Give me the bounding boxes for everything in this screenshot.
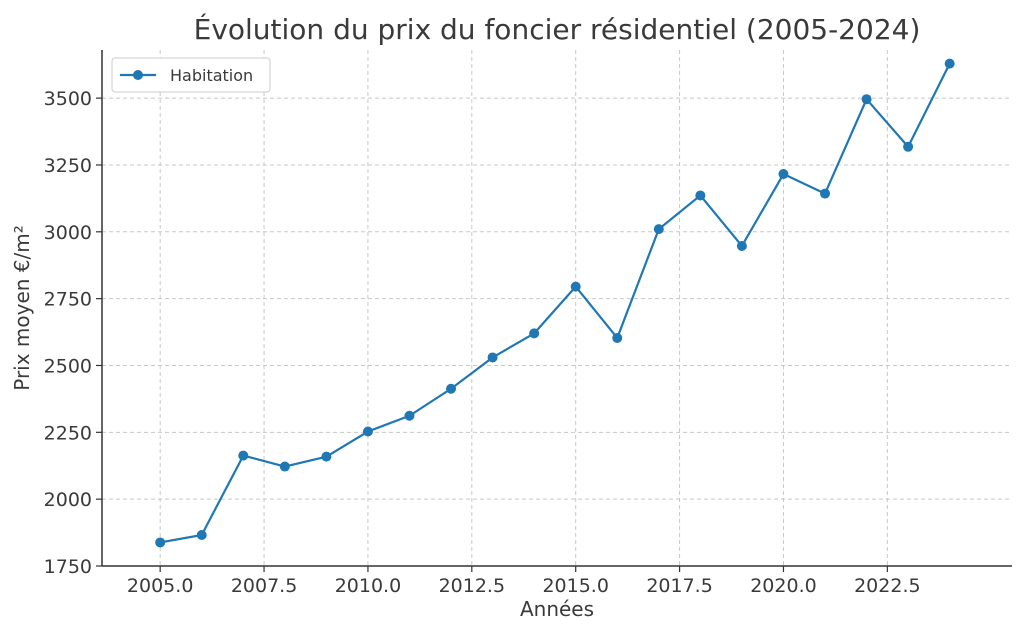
data-point xyxy=(820,188,831,199)
data-point xyxy=(446,383,457,394)
data-point xyxy=(695,190,706,201)
y-tick-label: 3500 xyxy=(44,88,92,110)
y-tick-label: 2250 xyxy=(44,422,92,444)
y-tick-label: 2750 xyxy=(44,289,92,311)
data-point xyxy=(903,141,914,152)
x-tick-label: 2010.0 xyxy=(335,575,401,597)
x-tick-label: 2022.5 xyxy=(854,575,920,597)
data-point xyxy=(362,426,373,437)
data-point xyxy=(736,240,747,251)
series-habitation xyxy=(155,58,955,548)
data-point xyxy=(529,328,540,339)
x-tick-label: 2007.5 xyxy=(231,575,297,597)
axes-frame xyxy=(101,50,1012,567)
series-line xyxy=(159,63,951,544)
y-tick-label: 1750 xyxy=(44,556,92,578)
x-tick-label: 2015.0 xyxy=(542,575,608,597)
x-axis-ticks: 2005.0 2007.5 2010.0 2012.5 2015.0 2017.5 2020… xyxy=(127,566,921,597)
data-point xyxy=(653,224,664,235)
y-tick-label: 2000 xyxy=(44,489,92,511)
y-axis-ticks: 1750 2000 2250 2500 2750 3000 3250 3500 xyxy=(44,88,102,578)
legend-box xyxy=(111,57,271,93)
data-point xyxy=(861,94,872,105)
x-tick-label: 2017.5 xyxy=(646,575,712,597)
y-tick-label: 2500 xyxy=(44,355,92,377)
x-tick-label: 2012.5 xyxy=(439,575,505,597)
x-tick-label: 2020.0 xyxy=(750,575,816,597)
y-axis-label: Prix moyen €/m² xyxy=(10,225,34,391)
x-axis-label: Années xyxy=(520,597,594,621)
legend-marker-habitation xyxy=(133,70,143,80)
y-tick-label: 3000 xyxy=(44,222,92,244)
data-point xyxy=(944,58,955,69)
data-point xyxy=(612,332,623,343)
data-point xyxy=(570,281,581,292)
data-point xyxy=(778,169,789,180)
data-point xyxy=(196,529,207,540)
chart-title: Évolution du prix du foncier résidentiel… xyxy=(194,12,921,46)
data-point xyxy=(238,450,249,461)
y-tick-label: 3250 xyxy=(44,155,92,177)
data-point xyxy=(487,352,498,363)
x-tick-label: 2005.0 xyxy=(127,575,193,597)
legend: Habitation xyxy=(111,57,271,93)
data-point xyxy=(155,537,166,548)
data-point xyxy=(279,461,290,472)
data-point xyxy=(404,410,415,421)
data-point xyxy=(321,451,332,462)
legend-label-habitation: Habitation xyxy=(170,66,253,85)
